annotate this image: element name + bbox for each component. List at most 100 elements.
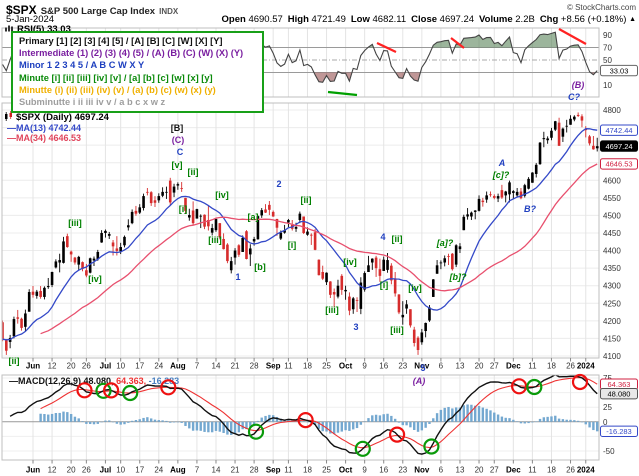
ma13-legend: —MA(13) 4742.44 [7, 123, 81, 133]
svg-text:2024: 2024 [577, 466, 595, 475]
svg-text:25: 25 [322, 362, 331, 371]
exchange: INDX [159, 7, 179, 16]
bearish-cross-circle [297, 412, 314, 429]
wave-label-iii: [iii] [68, 218, 82, 228]
svg-text:4742.44: 4742.44 [605, 126, 632, 135]
svg-text:Aug: Aug [170, 362, 186, 371]
wave-label-4: 4 [380, 232, 385, 242]
bearish-cross-circle [160, 379, 177, 396]
legend-line-minor: Minor 1 2 3 4 5 / A B C W X Y [19, 60, 145, 71]
chg-value: +8.56 (+0.18%) [560, 14, 627, 25]
macd-plot [9, 375, 599, 455]
volume-label: Volume [479, 14, 513, 25]
ma34-legend: —MA(34) 4646.53 [7, 133, 81, 143]
svg-text:2024: 2024 [577, 362, 595, 371]
wave-label-3: 3 [353, 322, 358, 332]
svg-text:64.363: 64.363 [608, 380, 631, 389]
svg-text:90: 90 [603, 31, 612, 40]
bullish-cross-circle [247, 423, 265, 440]
rsi-panel-title: RSI(5) 33.03 [17, 24, 71, 35]
main-panel-title: $SPX (Daily) 4697.24 [16, 112, 110, 123]
svg-text:4550: 4550 [603, 194, 621, 203]
svg-text:6: 6 [439, 362, 444, 371]
wave-label-iii: [iii] [325, 305, 339, 315]
svg-text:20: 20 [67, 466, 76, 475]
svg-text:4300: 4300 [603, 282, 621, 291]
wave-label-iv: [iv] [88, 274, 102, 284]
svg-text:16: 16 [379, 466, 388, 475]
elliott-wave-legend-box: Primary [1] [2] [3] [4] [5] / [A] [B] [C… [11, 31, 264, 114]
high-label: High [287, 14, 309, 25]
svg-text:4200: 4200 [603, 317, 621, 326]
svg-text:4400: 4400 [603, 247, 621, 256]
svg-text:9: 9 [362, 362, 367, 371]
wave-label-ii: [ii] [9, 356, 20, 366]
macd-panel-border [1, 374, 600, 461]
wave-label-b: [b] [254, 262, 266, 272]
wave-label-ii: [ii] [392, 234, 403, 244]
svg-text:4500: 4500 [603, 211, 621, 220]
svg-text:21: 21 [231, 362, 240, 371]
svg-text:10: 10 [116, 466, 125, 475]
svg-text:Jun: Jun [26, 362, 40, 371]
svg-text:4250: 4250 [603, 299, 621, 308]
open-label: Open [221, 14, 246, 25]
svg-text:18: 18 [303, 466, 312, 475]
svg-text:25: 25 [603, 403, 612, 412]
svg-text:21: 21 [231, 466, 240, 475]
wave-label-b: B? [524, 204, 536, 214]
wave-label-i: [i] [179, 204, 188, 214]
svg-text:13: 13 [456, 362, 465, 371]
svg-text:12: 12 [48, 362, 57, 371]
svg-text:4600: 4600 [603, 176, 621, 185]
rsi-panel-border [1, 27, 600, 98]
wave-label-b: [B] [171, 123, 184, 133]
volume-value: 2.2B [515, 14, 535, 25]
wave-label-a: [a] [248, 212, 259, 222]
legend-line-minute: Minute [i] [ii] [iii] [iv] [v] / [a] [b]… [19, 72, 213, 83]
wave-label-a: (A) [413, 376, 426, 386]
wave-label-i: [i] [288, 240, 297, 250]
wave-label-iv: [iv] [215, 190, 229, 200]
svg-text:-16.283: -16.283 [606, 427, 631, 436]
svg-text:70: 70 [603, 44, 612, 53]
svg-text:7: 7 [195, 466, 200, 475]
svg-text:4646.53: 4646.53 [605, 160, 632, 169]
legend-line-primary: Primary [1] [2] [3] [4] [5] / [A] [B] [C… [19, 36, 223, 46]
bullish-cross-circle [423, 438, 440, 455]
wave-label-iv: [iv] [343, 257, 357, 267]
svg-text:Sep: Sep [266, 362, 281, 371]
wave-label-c: [c]? [492, 170, 510, 180]
bullish-cross-circle [122, 384, 139, 402]
svg-text:20: 20 [67, 362, 76, 371]
svg-text:50: 50 [603, 56, 612, 65]
chg-label: Chg [539, 14, 559, 25]
bearish-cross-circle [102, 382, 120, 399]
rsi-trendlines [247, 28, 587, 97]
svg-text:Jul: Jul [100, 466, 112, 475]
quote-line: Open 4690.57 High 4721.49 Low 4682.11 Close… [217, 14, 636, 25]
svg-text:17: 17 [135, 362, 144, 371]
wave-label-iii: [iii] [390, 325, 404, 335]
svg-text:26: 26 [82, 466, 91, 475]
svg-text:17: 17 [135, 466, 144, 475]
svg-text:Oct: Oct [339, 362, 353, 371]
svg-text:18: 18 [547, 466, 556, 475]
svg-text:26: 26 [566, 362, 575, 371]
chart-layers: 9070501048004750460045504500445044004350… [1, 27, 621, 475]
svg-text:48.080: 48.080 [608, 390, 631, 399]
svg-text:20: 20 [475, 362, 484, 371]
bullish-cross-circle [354, 440, 371, 457]
svg-text:0: 0 [603, 418, 608, 427]
svg-text:Jul: Jul [100, 362, 112, 371]
candles-layer [2, 112, 599, 355]
wave-label-ii: [ii] [301, 195, 312, 205]
header-row-1: $SPX S&P 500 Large Cap Index INDX © StockC… [6, 1, 636, 17]
svg-text:Dec: Dec [506, 466, 521, 475]
svg-text:18: 18 [547, 362, 556, 371]
rsi-indicator-icon [5, 25, 13, 32]
svg-text:4800: 4800 [603, 106, 621, 115]
bearish-cross-circle [76, 382, 93, 399]
copyright: © StockCharts.com [566, 3, 636, 12]
